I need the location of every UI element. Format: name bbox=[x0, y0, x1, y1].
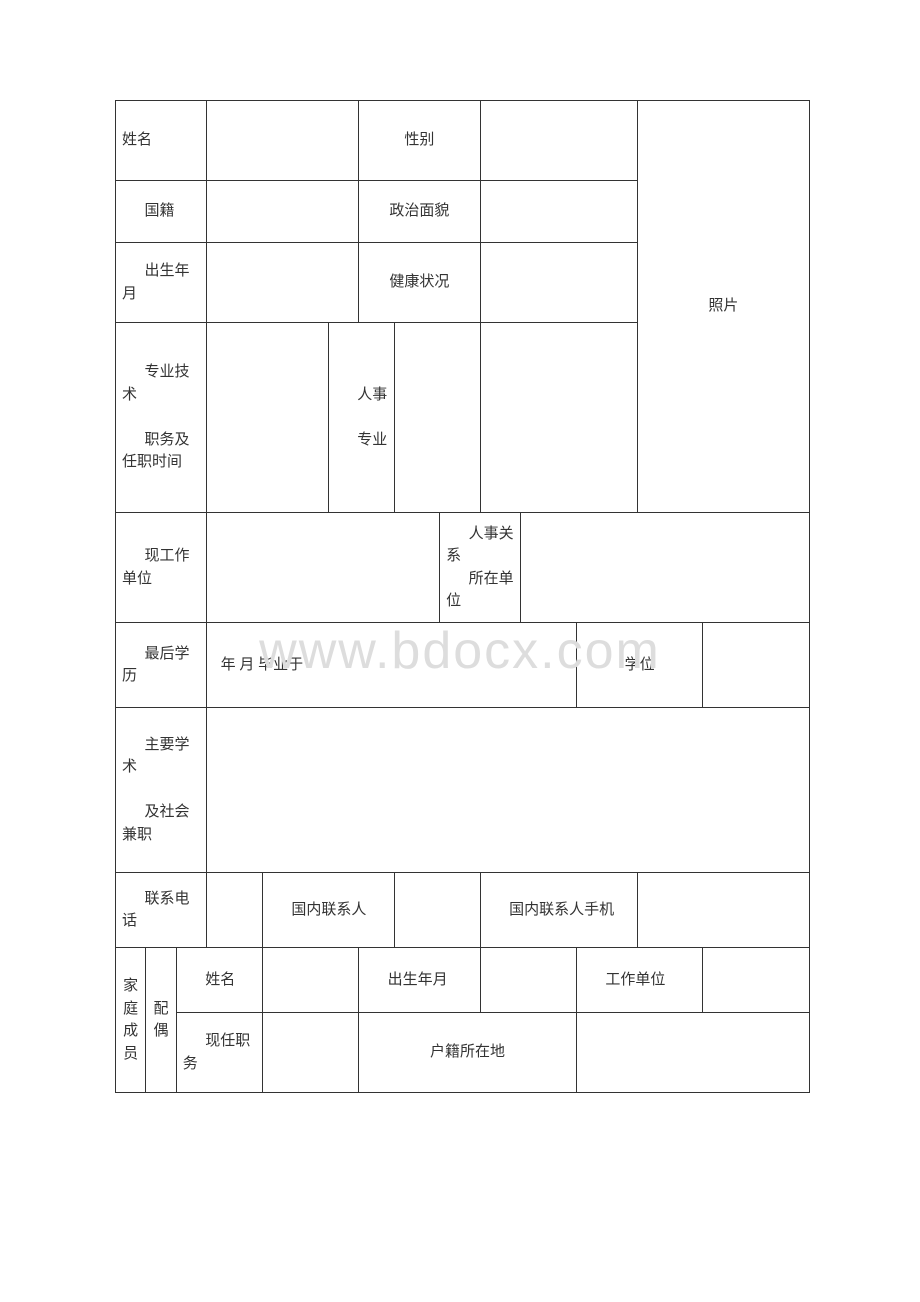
value-health bbox=[480, 243, 637, 323]
label-spouse: 配偶 bbox=[146, 948, 176, 1093]
label-renshi: 人事 bbox=[335, 384, 388, 407]
label-contactphone: 联系电话 bbox=[116, 873, 207, 948]
value-degree bbox=[703, 623, 810, 708]
value-gender bbox=[480, 101, 637, 181]
label-birth: 出生年月 bbox=[116, 243, 207, 323]
label-gender: 性别 bbox=[359, 101, 481, 181]
label-family: 家庭成员 bbox=[116, 948, 146, 1093]
label-spousename: 姓名 bbox=[176, 948, 262, 1013]
value-residence bbox=[576, 1013, 809, 1093]
label-gradfrom: 年 月 毕业于 bbox=[221, 657, 304, 673]
label-workunit-text: 工作单位 bbox=[583, 969, 697, 992]
value-renshi bbox=[394, 323, 480, 513]
label-domcontact: 国内联系人 bbox=[262, 873, 394, 948]
value-workunit bbox=[703, 948, 810, 1013]
label-proftech: 专业技术 职务及任职时间 bbox=[116, 323, 207, 513]
value-domcontactmobile bbox=[637, 873, 809, 948]
label-hrrelation: 人事关系 所在单位 bbox=[440, 513, 521, 623]
value-political bbox=[480, 181, 637, 243]
label-lastedu: 最后学历 bbox=[116, 623, 207, 708]
value-nationality bbox=[207, 181, 359, 243]
label-zhuanye: 专业 bbox=[335, 429, 388, 452]
value-proftech bbox=[207, 323, 329, 513]
label-photo: 照片 bbox=[637, 101, 809, 513]
value-contactphone bbox=[207, 873, 263, 948]
value-spousename bbox=[262, 948, 358, 1013]
value-gradfrom: 年 月 毕业于 bbox=[207, 623, 577, 708]
label-spousebirth-text: 出生年月 bbox=[365, 969, 474, 992]
label-residence: 户籍所在地 bbox=[359, 1013, 577, 1093]
label-nationality: 国籍 bbox=[116, 181, 207, 243]
label-curposition: 现任职务 bbox=[176, 1013, 262, 1093]
label-academic-a: 主要学术 bbox=[122, 734, 200, 779]
value-domcontact bbox=[394, 873, 480, 948]
label-name: 姓名 bbox=[116, 101, 207, 181]
form-table: 姓名 性别 照片 国籍 政治面貌 出生年月 健康状况 专业技术 职务及任职时间 … bbox=[115, 100, 810, 1093]
label-degree: 学位 bbox=[576, 623, 703, 708]
label-political: 政治面貌 bbox=[359, 181, 481, 243]
value-birth bbox=[207, 243, 359, 323]
label-domcontact-text: 国内联系人 bbox=[269, 899, 388, 922]
value-zhuanye bbox=[480, 323, 637, 513]
label-jobtime: 职务及任职时间 bbox=[122, 429, 200, 474]
value-curwork bbox=[207, 513, 440, 623]
label-spousebirth: 出生年月 bbox=[359, 948, 481, 1013]
label-socialjob: 及社会兼职 bbox=[122, 801, 200, 846]
value-hrrelation bbox=[521, 513, 810, 623]
value-academic bbox=[207, 708, 810, 873]
label-atunit: 所在单位 bbox=[446, 568, 514, 613]
label-renshi-zhuanye: 人事 专业 bbox=[328, 323, 394, 513]
value-spousebirth bbox=[480, 948, 576, 1013]
label-academic: 主要学术 及社会兼职 bbox=[116, 708, 207, 873]
label-workunit: 工作单位 bbox=[576, 948, 703, 1013]
label-curwork: 现工作单位 bbox=[116, 513, 207, 623]
label-health: 健康状况 bbox=[359, 243, 481, 323]
label-domcontactmobile: 国内联系人手机 bbox=[480, 873, 637, 948]
label-hrrelation-a: 人事关系 bbox=[446, 523, 514, 568]
label-proftech-a: 专业技术 bbox=[122, 361, 200, 406]
value-curposition bbox=[262, 1013, 358, 1093]
label-domcontactmobile-text: 国内联系人手机 bbox=[487, 899, 631, 922]
value-name bbox=[207, 101, 359, 181]
